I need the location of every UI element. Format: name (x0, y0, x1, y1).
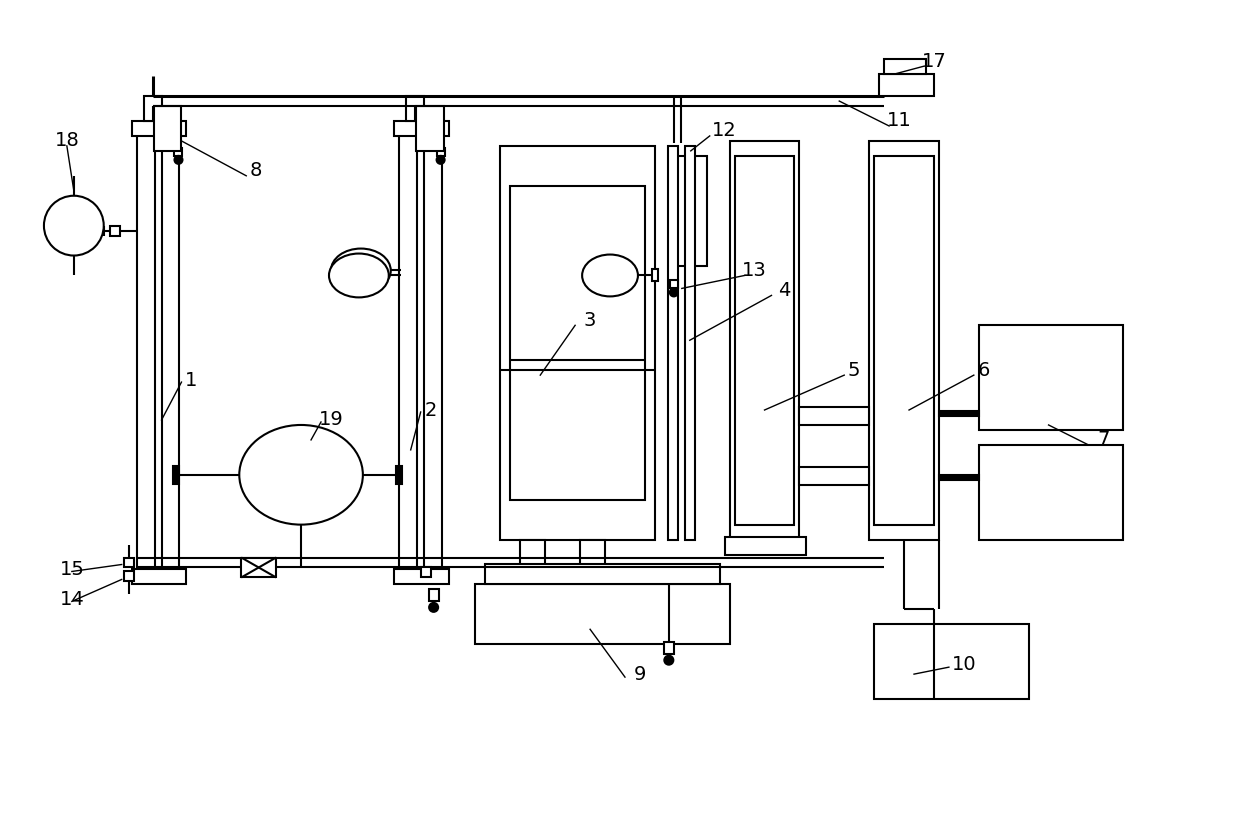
Bar (521, 540, 546, 569)
Bar (939, 475, 978, 480)
Bar (485, 564, 719, 584)
Text: 3: 3 (584, 310, 596, 330)
Bar (800, 466, 869, 485)
Text: 13: 13 (743, 261, 766, 280)
Bar (131, 121, 186, 136)
Text: 17: 17 (921, 51, 946, 71)
Bar (436, 148, 445, 156)
Bar (415, 106, 444, 151)
Bar (405, 96, 424, 121)
Bar (939, 411, 978, 416)
Text: 12: 12 (712, 121, 737, 140)
Bar (874, 624, 1029, 699)
Bar (175, 148, 182, 156)
Text: 5: 5 (848, 361, 861, 379)
Text: 6: 6 (977, 361, 990, 379)
Circle shape (429, 603, 438, 612)
Bar (724, 536, 806, 554)
Bar (734, 156, 795, 525)
Bar (161, 131, 180, 579)
Bar (684, 146, 694, 540)
Circle shape (43, 196, 104, 256)
Bar (109, 226, 120, 236)
Bar (670, 281, 678, 289)
Bar (874, 156, 934, 525)
Circle shape (436, 156, 445, 164)
Bar (174, 466, 180, 484)
Bar (869, 141, 939, 540)
Bar (424, 131, 441, 579)
Bar (501, 146, 655, 540)
Bar (978, 445, 1123, 540)
Bar (475, 584, 729, 644)
Text: 4: 4 (779, 281, 791, 300)
Bar (131, 569, 186, 584)
Bar (136, 131, 155, 579)
Bar (580, 540, 605, 569)
Circle shape (175, 156, 182, 164)
Bar (429, 589, 439, 602)
Bar (144, 96, 161, 121)
Text: 14: 14 (60, 590, 84, 609)
Bar (396, 466, 402, 484)
Text: 15: 15 (60, 560, 84, 579)
Text: 7: 7 (1097, 431, 1110, 449)
Bar (124, 572, 134, 582)
Circle shape (670, 289, 678, 296)
Bar (800, 407, 869, 425)
Text: 8: 8 (250, 161, 263, 180)
Ellipse shape (239, 425, 363, 525)
Bar (663, 642, 673, 654)
Bar (884, 59, 926, 74)
Text: 11: 11 (887, 111, 911, 130)
Text: 18: 18 (55, 131, 79, 150)
Ellipse shape (582, 255, 637, 296)
Bar (729, 141, 800, 540)
Ellipse shape (329, 253, 389, 297)
Text: 9: 9 (634, 665, 646, 684)
Text: 19: 19 (319, 411, 343, 429)
Bar (511, 186, 645, 500)
Bar (652, 270, 658, 281)
Bar (668, 146, 678, 540)
Bar (394, 569, 449, 584)
Bar (242, 558, 277, 578)
Bar (124, 558, 134, 568)
Bar (154, 106, 181, 151)
Ellipse shape (331, 248, 391, 292)
Bar (420, 568, 430, 578)
Bar (394, 121, 449, 136)
Bar (978, 325, 1123, 430)
Text: 1: 1 (185, 371, 197, 389)
Bar (879, 74, 934, 96)
Text: 2: 2 (424, 401, 436, 419)
Bar (399, 131, 417, 579)
Circle shape (665, 656, 673, 665)
Bar (675, 156, 707, 266)
Text: 10: 10 (951, 655, 976, 674)
